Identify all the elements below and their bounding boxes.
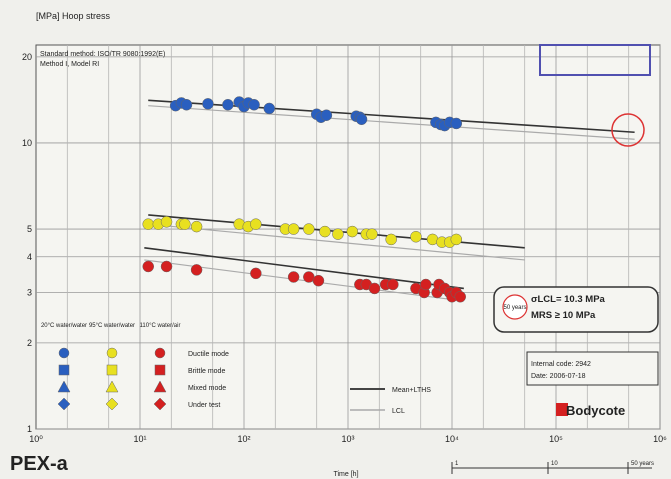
legend-marker <box>154 347 166 359</box>
x-tick-label: 10² <box>237 434 250 444</box>
data-point <box>287 223 300 235</box>
legend-marker <box>105 397 119 411</box>
50-year-circle-small <box>502 294 528 320</box>
method-text-1: Standard method: ISO/TR 9080:1992(E) <box>40 51 165 58</box>
data-point <box>202 98 214 110</box>
lcl-line-1 <box>148 223 525 261</box>
legend-temp-1: 95°C water/water <box>89 323 135 329</box>
product-label: PEX-a <box>10 453 68 475</box>
y-tick-label: 10 <box>22 138 32 148</box>
data-point <box>160 260 173 273</box>
legend-mode-0: Ductile mode <box>188 351 229 358</box>
time-scale-label-2: 50 years <box>631 461 654 467</box>
time-scale: 1 10 50 years <box>451 461 654 474</box>
data-point <box>450 233 463 246</box>
data-point <box>366 228 378 240</box>
x-tick-label: 10¹ <box>133 434 146 444</box>
mrs-result: MRS ≥ 10 MPa <box>531 310 596 321</box>
x-tick-label: 10⁵ <box>549 434 563 444</box>
bodycote-logo: Bodycote <box>556 403 625 418</box>
data-point <box>385 233 397 246</box>
y-tick-label: 20 <box>22 52 32 62</box>
y-tick-label: 4 <box>27 252 32 262</box>
time-scale-label-0: 1 <box>455 461 459 467</box>
y-axis-label: [MPa] Hoop stress <box>36 11 111 21</box>
result-box: 50 years σLCL= 10.3 MPa MRS ≥ 10 MPa <box>493 286 659 333</box>
x-tick-label: 10³ <box>341 434 354 444</box>
logo-text: Bodycote <box>566 403 625 418</box>
data-point <box>368 282 381 295</box>
data-point <box>287 271 300 283</box>
data-point <box>312 274 325 287</box>
data-points <box>142 96 466 303</box>
axis-ticks: 1 2 3 4 5 10 20 10⁰ 10¹ 10² 10³ 10⁴ 10⁵ 10⁶ <box>22 52 667 444</box>
data-point <box>320 109 333 121</box>
data-point <box>332 228 344 240</box>
lcl-result: σLCL= 10.3 MPa <box>531 294 606 305</box>
data-point <box>454 290 466 303</box>
internal-code: Internal code: 2942 <box>531 361 591 368</box>
data-point <box>250 267 262 280</box>
y-tick-label: 2 <box>27 338 32 348</box>
legend-mean-label: Mean+LTHS <box>392 387 431 394</box>
result-circle-label: 50 years <box>503 305 526 311</box>
data-point <box>319 225 331 238</box>
data-point <box>160 216 173 228</box>
data-point <box>450 117 463 130</box>
legend-marker <box>153 397 167 411</box>
legend-mode-2: Mixed mode <box>188 385 226 392</box>
legend-temp-0: 20°C water/water <box>41 323 87 329</box>
x-axis-label: Time [h] <box>333 471 358 478</box>
data-point <box>263 102 276 115</box>
data-point <box>190 264 203 276</box>
legend-marker <box>106 364 118 376</box>
legend-marker <box>105 380 119 393</box>
x-tick-label: 10⁴ <box>445 434 459 444</box>
data-point <box>142 218 154 230</box>
legend-marker <box>153 380 167 393</box>
data-point <box>222 99 234 111</box>
data-point <box>420 278 432 291</box>
50-year-marker <box>611 113 645 147</box>
info-box: Internal code: 2942 Date: 2006-07-18 <box>526 351 659 386</box>
legend-lcl-label: LCL <box>392 408 405 415</box>
data-point <box>387 278 399 291</box>
legend-marker <box>58 347 70 359</box>
x-tick-label: 10⁶ <box>653 434 667 444</box>
data-point <box>248 99 260 111</box>
legend-marker <box>58 364 70 376</box>
y-tick-label: 3 <box>27 288 32 298</box>
legend-marker <box>106 347 118 359</box>
data-point <box>346 225 359 238</box>
time-scale-label-1: 10 <box>551 461 558 467</box>
y-tick-label: 1 <box>27 424 32 434</box>
legend-mode-3: Under test <box>188 402 220 409</box>
data-point <box>355 113 368 126</box>
data-point <box>179 218 191 230</box>
legend-marker <box>154 364 166 376</box>
data-point <box>410 230 422 243</box>
report-date: Date: 2006-07-18 <box>531 373 586 380</box>
data-point <box>303 271 315 283</box>
mean-line-2 <box>144 247 464 290</box>
data-point <box>190 220 203 233</box>
lcl-line-0 <box>148 105 635 140</box>
data-point <box>303 223 315 235</box>
legend-temp-2: 110°C water/air <box>140 323 181 329</box>
method-text-2: Method I, Model RI <box>40 61 99 68</box>
legend-marker <box>57 380 71 393</box>
data-point <box>180 99 193 111</box>
legend-placeholder-box <box>539 44 651 76</box>
legend: 20°C water/water 95°C water/water 110°C … <box>41 323 431 415</box>
legend-marker <box>57 397 71 411</box>
legend-mode-1: Brittle mode <box>188 368 225 375</box>
y-tick-label: 5 <box>27 224 32 234</box>
x-tick-label: 10⁰ <box>29 434 43 444</box>
data-point <box>250 218 262 230</box>
data-point <box>142 260 154 273</box>
